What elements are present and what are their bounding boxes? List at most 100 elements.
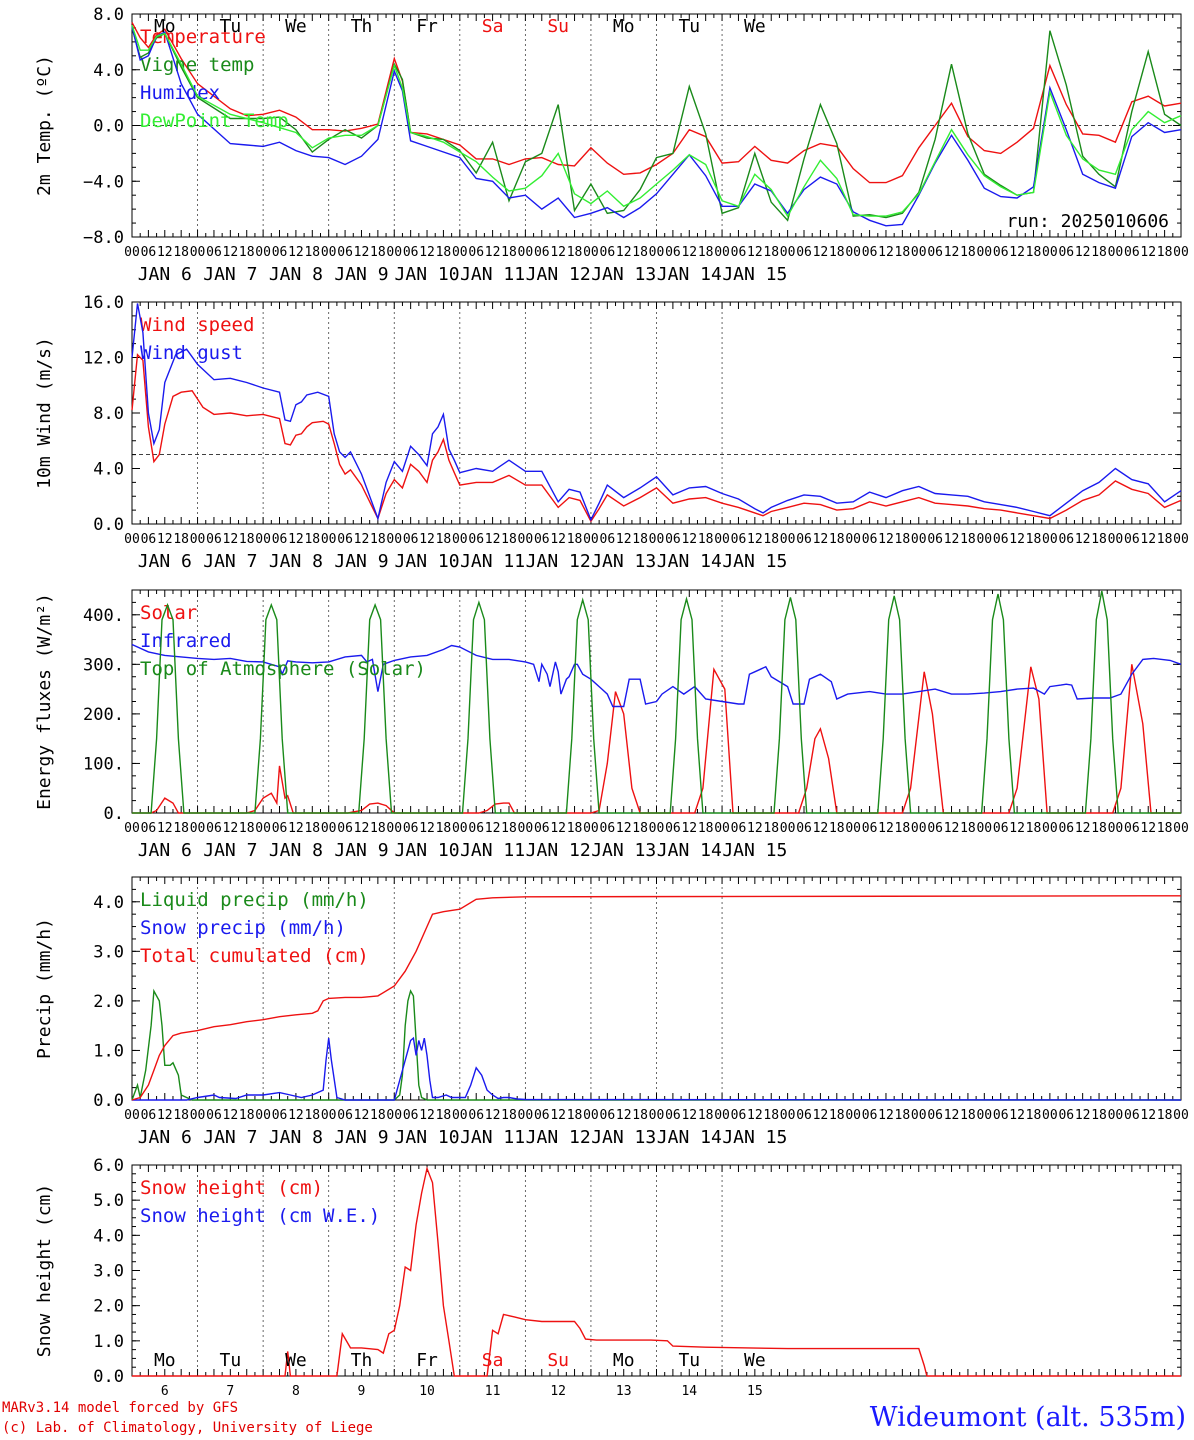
hour-label: 06 [862,245,878,260]
hour-label: 18 [763,821,779,836]
series-line-1-1 [131,22,1182,184]
hour-label: 12 [288,532,304,547]
day-number: 6 [161,1384,169,1399]
hour-label: 12 [1075,1108,1091,1123]
hour-label: 12 [1140,245,1156,260]
hour-label: 12 [747,821,763,836]
y-tick-label: −4.0 [83,172,124,192]
date-label: JAN 12 [526,264,591,285]
date-label: JAN 10 [395,840,460,861]
hour-label: 18 [239,821,255,836]
y-tick-label: 8.0 [93,404,124,424]
series-line-4-2 [132,1036,1182,1101]
hour-label: 18 [632,532,648,547]
hour-label: 06 [1058,532,1074,547]
hour-label: 12 [878,532,894,547]
y-tick-label: 4.0 [93,893,124,913]
day-name: Tu [220,1350,242,1371]
hour-label: 18 [763,1108,779,1123]
date-label: JAN 15 [722,551,787,572]
credit-line-1: MARv3.14 model forced by GFS [2,1400,239,1416]
hour-label: 18 [436,532,452,547]
station-label: Wideumont (alt. 535m) [869,1402,1186,1433]
hour-label: 12 [944,245,960,260]
hour-label: 00 [518,821,534,836]
legend-entry: Wind speed [140,314,254,336]
legend-entry: Snow precip (mm/h) [140,917,346,939]
hour-label: 00 [124,245,140,260]
hour-label: 18 [436,1108,452,1123]
hour-label: 00 [452,1108,468,1123]
run-label: run: 2025010606 [1006,211,1169,232]
panel-1: 8.0 4.0 0.0 −4.0 −8.0 2m Temp. (ºC) Temperatur… [34,5,1189,285]
hour-label: 06 [731,532,747,547]
hour-label: 12 [288,1108,304,1123]
hour-label: 12 [1075,245,1091,260]
y-tick-label: −8.0 [83,228,124,248]
hour-label: 18 [895,245,911,260]
hour-label: 06 [731,245,747,260]
hour-label: 00 [1173,1108,1189,1123]
hour-label: 18 [829,1108,845,1123]
legend-entry: Solar [140,602,197,624]
hour-label: 00 [780,821,796,836]
hour-label: 00 [1108,821,1124,836]
hour-label: 18 [895,1108,911,1123]
series-line-5-1 [132,1166,1181,1377]
hour-label: 00 [911,245,927,260]
date-label: JAN 14 [657,1127,722,1148]
day-number: 9 [358,1384,366,1399]
hour-label: 12 [747,245,763,260]
y-axis-label: Energy fluxes (W/m²) [34,593,55,810]
hour-label: 12 [1009,245,1025,260]
hour-label: 06 [1124,1108,1140,1123]
hour-label: 18 [763,532,779,547]
hour-label: 12 [944,1108,960,1123]
hour-label: 00 [518,532,534,547]
hour-label: 00 [386,1108,402,1123]
day-name: We [744,1350,766,1371]
hour-label: 06 [600,821,616,836]
hour-label: 12 [157,821,173,836]
hour-label: 18 [960,532,976,547]
hour-label: 12 [419,532,435,547]
hour-label: 00 [124,532,140,547]
hour-label: 00 [583,1108,599,1123]
date-label: JAN 12 [526,840,591,861]
hour-label: 18 [1157,532,1173,547]
hour-label: 18 [370,821,386,836]
y-tick-label: 3.0 [93,1262,124,1282]
hour-label: 06 [796,245,812,260]
hour-label: 18 [1157,821,1173,836]
y-tick-label: 200. [83,705,124,725]
hour-label: 18 [829,821,845,836]
hour-label: 06 [665,1108,681,1123]
y-tick-label: 12.0 [83,349,124,369]
hour-label: 12 [354,821,370,836]
hour-label: 12 [1009,532,1025,547]
day-number: 7 [226,1384,234,1399]
hour-label: 06 [862,532,878,547]
hour-label: 00 [1173,532,1189,547]
credit-line-2: (c) Lab. of Climatology, University of L… [2,1420,373,1436]
legend-entry: Vigne temp [140,54,254,76]
hour-label: 12 [419,245,435,260]
hour-label: 18 [1157,1108,1173,1123]
hour-label: 18 [501,1108,517,1123]
hour-label: 06 [862,821,878,836]
date-label: JAN 8 [269,551,323,572]
date-label: JAN 10 [395,264,460,285]
hour-label: 18 [632,1108,648,1123]
hour-label: 00 [386,245,402,260]
hour-label: 18 [239,1108,255,1123]
hour-label: 06 [927,532,943,547]
series-line-3-2 [131,643,1182,708]
day-number: 11 [485,1384,501,1399]
y-axis-label: Precip (mm/h) [34,918,55,1059]
day-name: We [744,16,766,37]
hour-label: 00 [583,821,599,836]
hour-label: 12 [223,245,239,260]
day-number: 10 [419,1384,435,1399]
date-label: JAN 10 [395,1127,460,1148]
hour-label: 06 [403,1108,419,1123]
